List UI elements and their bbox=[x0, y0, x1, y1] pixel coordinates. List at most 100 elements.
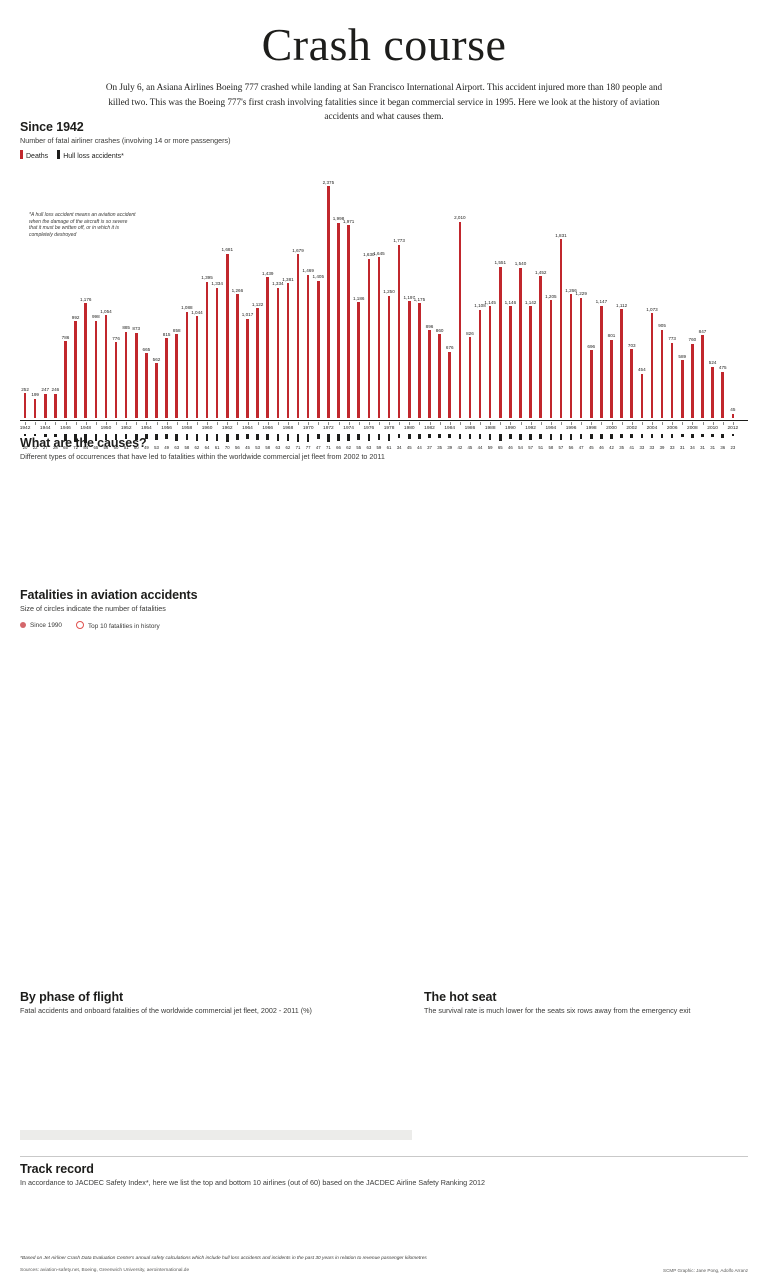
hull-loss-bar bbox=[185, 434, 189, 441]
deaths-bar bbox=[448, 351, 452, 418]
since-1942-subtitle: Number of fatal airliner crashes (involv… bbox=[20, 136, 231, 145]
hull-loss-bar bbox=[418, 434, 421, 439]
deaths-value-label: 1,054 bbox=[100, 308, 112, 314]
hull-loss-value-label: 28 bbox=[52, 445, 58, 450]
deaths-value-label: 1,122 bbox=[251, 301, 264, 307]
track-title: Track record bbox=[20, 1162, 94, 1176]
deaths-value-label: 1,645 bbox=[373, 250, 385, 256]
section-phase-of-flight: By phase of flight Fatal accidents and o… bbox=[20, 990, 412, 1140]
year-label: 1964 bbox=[242, 426, 253, 431]
deaths-bar bbox=[256, 308, 259, 418]
deaths-value-label: 1,145 bbox=[484, 299, 496, 305]
hull-loss-value-label: 60 bbox=[133, 445, 139, 450]
axis-tick bbox=[469, 422, 471, 425]
hull-loss-value-label: 34 bbox=[689, 445, 695, 450]
hull-loss-value-label: 59 bbox=[487, 445, 493, 450]
map-title: Fatalities in aviation accidents bbox=[20, 588, 198, 602]
axis-tick bbox=[692, 422, 693, 425]
year-label: 1952 bbox=[120, 426, 132, 431]
hull-loss-bar bbox=[175, 434, 179, 441]
hull-loss-bar bbox=[721, 434, 725, 438]
axis-tick bbox=[399, 422, 400, 425]
hull-loss-value-label: 45 bbox=[245, 445, 250, 450]
hull-loss-bar bbox=[145, 434, 148, 440]
deaths-value-label: 1,142 bbox=[524, 299, 537, 305]
deaths-bar bbox=[337, 222, 340, 418]
deaths-value-label: 1,108 bbox=[474, 303, 486, 309]
axis-tick bbox=[45, 422, 46, 425]
hull-loss-value-label: 65 bbox=[63, 445, 68, 450]
hull-loss-bar bbox=[448, 434, 452, 439]
hull-loss-value-label: 62 bbox=[194, 445, 200, 450]
hull-loss-bar bbox=[33, 434, 37, 437]
deaths-value-label: 760 bbox=[688, 337, 697, 343]
hull-loss-value-label: 72 bbox=[73, 445, 78, 450]
hull-loss-value-label: 37 bbox=[427, 445, 432, 450]
hull-loss-bar bbox=[428, 434, 431, 438]
axis-tick bbox=[75, 422, 77, 425]
year-label: 1994 bbox=[545, 426, 557, 431]
deaths-bar bbox=[458, 221, 462, 418]
deaths-value-label: 703 bbox=[627, 342, 636, 348]
hull-loss-value-label: 39 bbox=[447, 445, 453, 450]
hull-loss-bar bbox=[43, 434, 47, 437]
year-label: 1962 bbox=[221, 426, 233, 431]
hull-loss-value-label: 57 bbox=[528, 445, 533, 450]
deaths-bar bbox=[509, 306, 512, 418]
axis-tick bbox=[439, 422, 441, 425]
deaths-bar bbox=[43, 393, 47, 418]
hull-loss-bar bbox=[387, 434, 391, 441]
hull-loss-value-label: 42 bbox=[457, 445, 463, 450]
hull-loss-bar bbox=[519, 434, 522, 440]
hull-loss-value-label: 33 bbox=[669, 445, 675, 450]
hull-loss-bar bbox=[680, 434, 684, 438]
hull-loss-value-label: 31 bbox=[700, 445, 705, 450]
deaths-value-label: 826 bbox=[466, 330, 474, 336]
hull-loss-bar bbox=[691, 434, 694, 438]
hull-loss-bar bbox=[266, 434, 270, 441]
phase-subtitle: Fatal accidents and onboard fatalities o… bbox=[20, 1006, 312, 1015]
hull-loss-value-label: 31 bbox=[710, 445, 715, 450]
legend-deaths: Deaths bbox=[20, 150, 48, 160]
deaths-bar bbox=[377, 257, 381, 418]
deaths-bar bbox=[691, 343, 694, 418]
deaths-value-label: 873 bbox=[132, 326, 141, 332]
flight-path-curve bbox=[20, 1018, 412, 1140]
deaths-bar bbox=[387, 295, 391, 418]
deaths-bar bbox=[33, 398, 37, 418]
deaths-bar bbox=[701, 335, 704, 418]
deaths-value-label: 1,175 bbox=[413, 296, 426, 302]
hull-loss-bar bbox=[650, 434, 654, 438]
hull-loss-value-label: 23 bbox=[730, 445, 736, 450]
axis-tick bbox=[85, 422, 87, 425]
hull-loss-value-label: 34 bbox=[396, 445, 402, 450]
hull-loss-value-label: 58 bbox=[548, 445, 554, 450]
hull-loss-bar bbox=[64, 434, 67, 441]
deaths-value-label: 1,831 bbox=[555, 232, 567, 238]
deaths-bar bbox=[670, 342, 674, 418]
hull-loss-bar bbox=[316, 434, 320, 440]
hull-loss-value-label: 63 bbox=[174, 445, 180, 450]
hull-loss-bar bbox=[195, 434, 199, 441]
deaths-value-label: 1,229 bbox=[575, 291, 587, 297]
hull-loss-bar bbox=[589, 434, 593, 439]
axis-tick bbox=[631, 422, 633, 425]
hull-loss-bar bbox=[94, 434, 98, 441]
year-label: 2008 bbox=[687, 426, 698, 431]
deaths-value-label: 1,073 bbox=[646, 306, 658, 312]
hull-loss-value-label: 36 bbox=[720, 445, 726, 450]
legend-since-1990: Since 1990 bbox=[20, 622, 62, 629]
since-1942-title: Since 1942 bbox=[20, 120, 84, 134]
deaths-bar bbox=[519, 267, 522, 418]
axis-tick bbox=[95, 422, 97, 425]
hull-loss-value-label: 84 bbox=[83, 445, 89, 450]
section-track-record: Track record In accordance to JACDEC Saf… bbox=[20, 1156, 748, 1273]
deaths-bar bbox=[468, 337, 472, 418]
credit: SCMP Graphic: Jane Pong, Adolfo Arranz bbox=[663, 1268, 748, 1273]
header: Crash course On July 6, an Asiana Airlin… bbox=[0, 0, 768, 124]
year-label: 1982 bbox=[424, 426, 435, 431]
deaths-bar bbox=[367, 258, 371, 418]
year-label: 1954 bbox=[141, 426, 152, 431]
deaths-bar bbox=[610, 339, 613, 418]
hull-loss-value-label: 70 bbox=[224, 445, 230, 450]
